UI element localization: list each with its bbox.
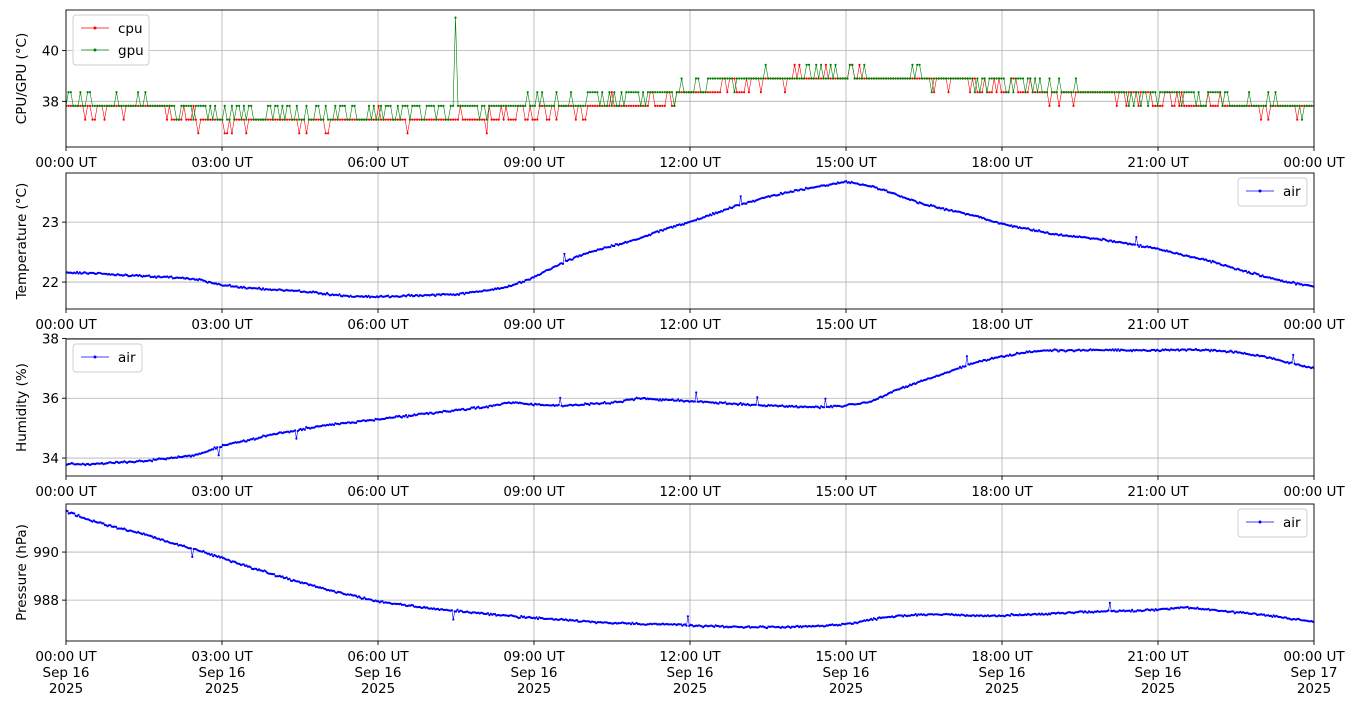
- x-tick-label: 03:00 UT: [191, 484, 253, 500]
- legend-marker-air: [1258, 189, 1262, 193]
- gridlines: [65, 338, 1315, 476]
- y-axis-title: Temperature (°C): [14, 183, 30, 301]
- legend: air: [1237, 508, 1308, 538]
- legend-marker-air: [93, 355, 97, 359]
- legend-marker-cpu: [93, 26, 97, 30]
- y-tick-label: 23: [42, 215, 59, 231]
- x-tick-label: 00:00 UT: [1283, 484, 1345, 500]
- y-tick-label: 990: [33, 545, 59, 561]
- legend-label-air: air: [118, 350, 136, 366]
- x-tick-label: 21:00 UT: [1127, 317, 1189, 333]
- x-tick-label: 06:00 UT: [347, 317, 409, 333]
- x-tick-label: 09:00 UT: [503, 317, 565, 333]
- x-tick-label: 12:00 UT: [659, 317, 721, 333]
- y-tick-label: 40: [42, 44, 59, 60]
- series-air: [66, 509, 1314, 630]
- plot-area: [66, 179, 1314, 299]
- x-tick-label: 06:00 UT: [347, 484, 409, 500]
- y-tick-label: 38: [42, 94, 59, 110]
- x-tick-label: 18:00 UT: [971, 484, 1033, 500]
- x-tick-label: 00:00 UT: [1283, 317, 1345, 333]
- legend-label-air: air: [1283, 515, 1301, 531]
- legend-label-cpu: cpu: [118, 21, 143, 37]
- series-air: [66, 179, 1314, 299]
- legend-label-gpu: gpu: [118, 43, 144, 59]
- x-tick-label: 12:00 UT: [659, 155, 721, 171]
- y-tick-label: 34: [42, 451, 59, 467]
- panel-1: 38 40 00:00 UT 03:00 UT 06:00 UT 09:00 UT 12:0…: [14, 9, 1345, 171]
- panel-4: 988 990 00:00 UT Sep 16 2025 03:00 UT Sep 16 20…: [14, 503, 1345, 697]
- x-tick-label: 00:00 UT Sep 17 2025: [1283, 649, 1345, 697]
- x-tick-label: 15:00 UT Sep 16 2025: [815, 649, 877, 697]
- legend-box: [1237, 508, 1308, 538]
- x-tick-label: 21:00 UT: [1127, 484, 1189, 500]
- series-air: [66, 347, 1314, 467]
- x-tick-label: 18:00 UT: [971, 317, 1033, 333]
- legend: cpu gpu: [72, 14, 150, 66]
- legend-marker-air: [1258, 520, 1262, 524]
- plot-area: [66, 347, 1314, 467]
- x-tick-label: 09:00 UT: [503, 484, 565, 500]
- x-tick-label: 09:00 UT: [503, 155, 565, 171]
- legend-box: [72, 343, 143, 373]
- x-tick-label: 00:00 UT: [1283, 155, 1345, 171]
- y-axis-title: CPU/GPU (°C): [14, 33, 30, 124]
- legend-box: [1237, 177, 1308, 207]
- x-tick-label: 00:00 UT: [35, 155, 97, 171]
- legend-box: [72, 14, 150, 66]
- x-tick-label: 00:00 UT Sep 16 2025: [35, 649, 97, 697]
- legend-label-air: air: [1283, 184, 1301, 200]
- plot-area: [66, 16, 1314, 135]
- series-gpu: [66, 16, 1314, 121]
- gridlines: [65, 10, 1315, 147]
- x-tick-label: 09:00 UT Sep 16 2025: [503, 649, 565, 697]
- x-tick-label: 00:00 UT: [35, 317, 97, 333]
- x-tick-label: 18:00 UT Sep 16 2025: [971, 649, 1033, 697]
- x-tick-label: 06:00 UT Sep 16 2025: [347, 649, 409, 697]
- legend-marker-gpu: [93, 48, 97, 52]
- y-axis-title: Humidity (%): [14, 363, 30, 452]
- legend: air: [1237, 177, 1308, 207]
- x-tick-label: 03:00 UT: [191, 317, 253, 333]
- y-tick-label: 988: [33, 593, 59, 609]
- x-tick-label: 15:00 UT: [815, 155, 877, 171]
- plot-area: [66, 509, 1314, 630]
- panel-2: 22 23 00:00 UT 03:00 UT 06:00 UT 09:00 UT 12:0…: [14, 172, 1345, 333]
- x-tick-label: 03:00 UT: [191, 155, 253, 171]
- x-tick-label: 21:00 UT Sep 16 2025: [1127, 649, 1189, 697]
- gridlines: [65, 504, 1315, 641]
- y-axis-title: Pressure (hPa): [14, 524, 30, 621]
- series-line-gpu: [66, 17, 1314, 120]
- x-tick-label: 00:00 UT: [35, 484, 97, 500]
- legend: air: [72, 343, 143, 373]
- x-tick-label: 12:00 UT: [659, 484, 721, 500]
- x-tick-label: 06:00 UT: [347, 155, 409, 171]
- x-tick-label: 15:00 UT: [815, 317, 877, 333]
- x-tick-label: 15:00 UT: [815, 484, 877, 500]
- y-tick-label: 38: [42, 331, 59, 347]
- x-tick-label: 03:00 UT Sep 16 2025: [191, 649, 253, 697]
- x-tick-label: 21:00 UT: [1127, 155, 1189, 171]
- y-tick-label: 36: [42, 391, 59, 407]
- y-tick-label: 22: [42, 275, 59, 291]
- x-tick-label: 18:00 UT: [971, 155, 1033, 171]
- panel-3: 34 36 38 00:00 UT 03:00 UT 06:00 UT 09:00 UT 12…: [14, 331, 1345, 500]
- x-tick-label: 12:00 UT Sep 16 2025: [659, 649, 721, 697]
